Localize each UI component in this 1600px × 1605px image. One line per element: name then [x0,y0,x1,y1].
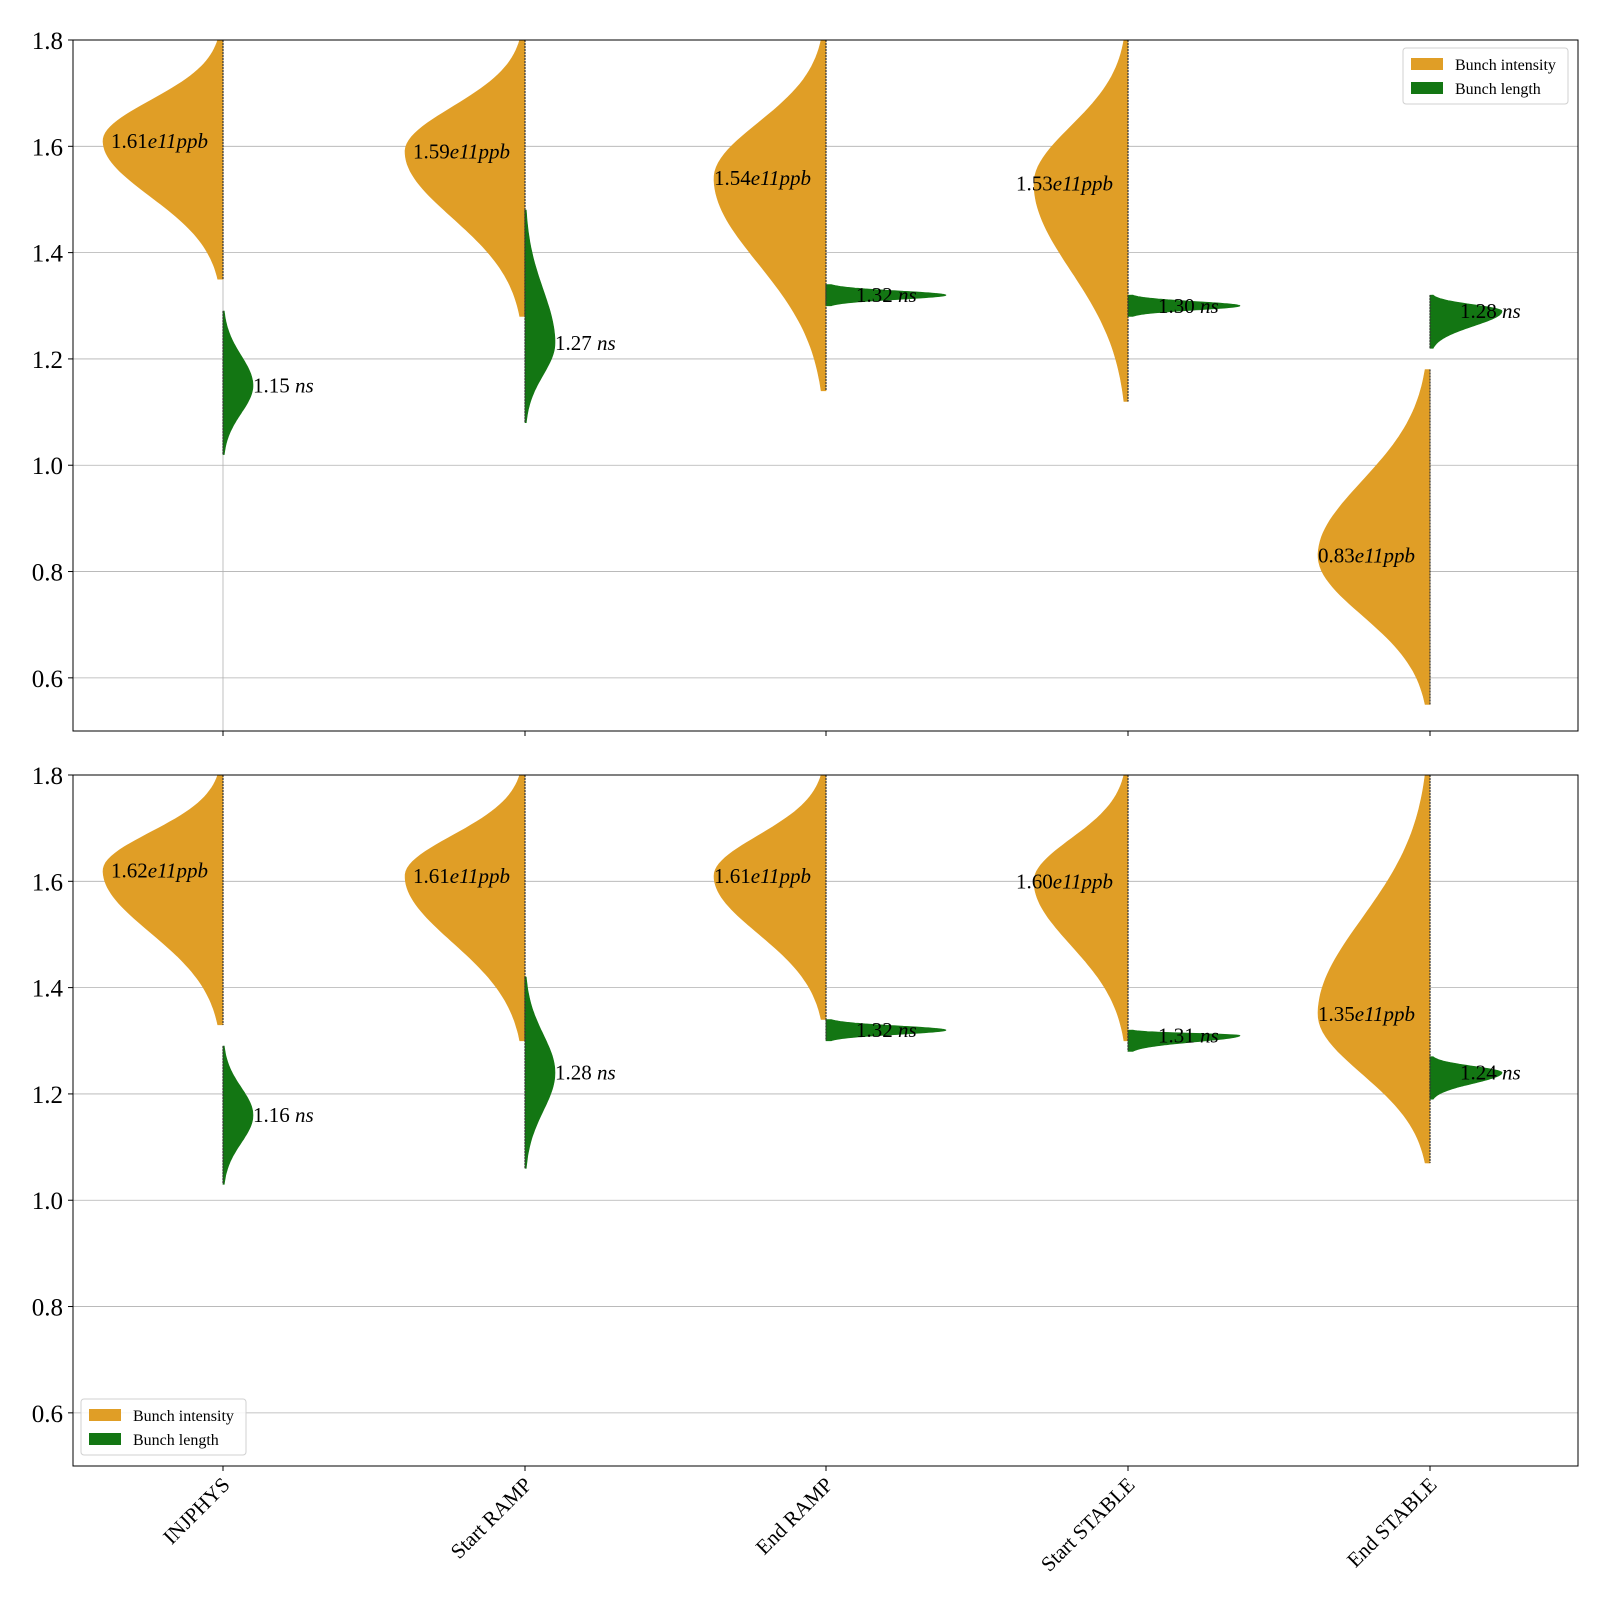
ytick-label: 1.6 [32,134,63,161]
violin-intensity-4 [1317,369,1431,705]
violin-intensity-1 [404,39,526,317]
violin-length-2 [825,284,947,307]
ytick-label: 1.0 [32,453,63,480]
violin-intensity-0 [102,39,224,280]
ytick-label: 1.8 [32,28,63,55]
value-label-length: 1.16 ns [253,1103,314,1127]
ytick-label: 1.2 [32,1082,63,1109]
value-label-intensity: 1.61e11ppb [714,864,811,888]
value-label-length: 1.28 ns [555,1061,616,1085]
legend-label: Bunch length [133,1432,219,1449]
violin-intensity-3 [1033,39,1129,402]
ytick-label: 1.4 [32,976,64,1003]
xtick-label: End RAMP [751,1473,838,1560]
ytick-label: 1.2 [32,347,63,374]
violin-length-0 [222,310,254,455]
legend-label: Bunch intensity [133,1408,234,1425]
xtick-label: INJPHYS [158,1473,234,1549]
violin-intensity-0 [102,774,224,1026]
value-label-intensity: 1.59e11ppb [413,140,510,164]
value-label-length: 1.32 ns [856,1018,917,1042]
violin-length-4 [1429,294,1503,349]
value-label-length: 1.32 ns [856,283,917,307]
violin-intensity-2 [713,39,827,392]
value-label-length: 1.27 ns [555,331,616,355]
violin-intensity-3 [1033,774,1129,1042]
legend-box [80,1398,247,1456]
ytick-label: 0.8 [32,1295,63,1322]
legend-box [1402,47,1569,105]
value-label-length: 1.30 ns [1158,294,1219,318]
panel-bottom: 1.62e11ppb 1.61e11ppb 1.61e11ppb 1.60e11ppb… [32,763,1579,1577]
legend-swatch [1411,58,1443,70]
value-label-intensity: 1.54e11ppb [714,166,811,190]
legend-swatch [89,1409,121,1421]
ytick-label: 1.4 [32,241,64,268]
violin-length-3 [1127,294,1241,317]
value-label-intensity: 1.53e11ppb [1016,172,1113,196]
ytick-label: 1.6 [32,869,63,896]
value-label-intensity: 0.83e11ppb [1318,544,1415,568]
violin-intensity-1 [404,774,526,1042]
ytick-label: 0.8 [32,560,63,587]
value-label-length: 1.28 ns [1460,299,1521,323]
value-label-length: 1.31 ns [1158,1023,1219,1047]
value-label-intensity: 1.62e11ppb [111,859,208,883]
value-label-intensity: 1.60e11ppb [1016,869,1113,893]
violin-length-0 [222,1045,254,1185]
legend-swatch [89,1433,121,1445]
value-label-length: 1.15 ns [253,374,314,398]
violin-length-2 [825,1019,947,1042]
violin-length-1 [524,209,556,424]
violin-intensity-2 [713,774,827,1020]
xtick-label: End STABLE [1342,1473,1442,1573]
ytick-label: 0.6 [32,1401,63,1428]
violin-length-3 [1127,1029,1241,1052]
violin-length-4 [1429,1056,1503,1100]
ytick-label: 1.8 [32,763,63,790]
xtick-label: Start RAMP [446,1473,537,1564]
violin-intensity-4 [1317,774,1431,1164]
ytick-label: 0.6 [32,666,63,693]
ytick-label: 1.0 [32,1188,63,1215]
legend: Bunch intensity Bunch length [1402,47,1569,105]
legend-label: Bunch intensity [1455,57,1556,74]
legend-label: Bunch length [1455,81,1541,98]
panel-top: 1.61e11ppb 1.59e11ppb 1.54e11ppb 1.53e11ppb… [32,28,1579,736]
value-label-intensity: 1.35e11ppb [1318,1002,1415,1026]
legend-swatch [1411,82,1443,94]
value-label-intensity: 1.61e11ppb [413,864,510,888]
violin-length-1 [524,976,556,1169]
value-label-length: 1.24 ns [1460,1061,1521,1085]
value-label-intensity: 1.61e11ppb [111,129,208,153]
legend: Bunch intensity Bunch length [80,1398,247,1456]
xtick-label: Start STABLE [1036,1473,1140,1577]
